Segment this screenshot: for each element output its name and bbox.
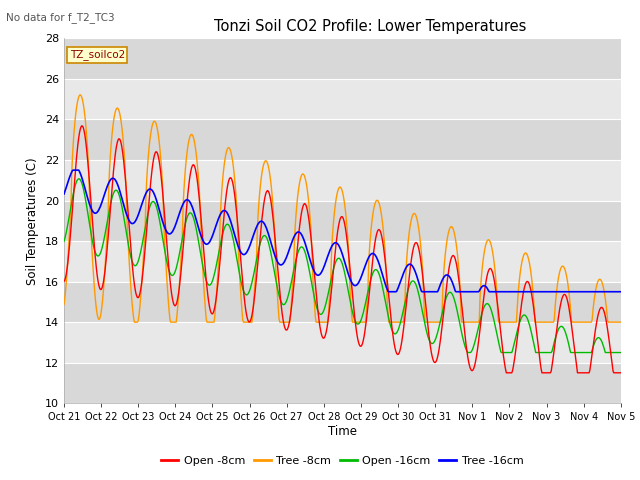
Y-axis label: Soil Temperatures (C): Soil Temperatures (C): [26, 157, 39, 285]
Bar: [64, 79, 621, 120]
Text: TZ_soilco2: TZ_soilco2: [70, 49, 125, 60]
Bar: [64, 160, 621, 201]
Text: No data for f_T2_TC3: No data for f_T2_TC3: [6, 12, 115, 23]
Bar: [64, 282, 621, 322]
Bar: [64, 201, 621, 241]
Bar: [64, 363, 621, 403]
Bar: [64, 322, 621, 363]
Bar: [64, 241, 621, 282]
Legend: Open -8cm, Tree -8cm, Open -16cm, Tree -16cm: Open -8cm, Tree -8cm, Open -16cm, Tree -…: [157, 452, 528, 470]
Bar: [64, 120, 621, 160]
X-axis label: Time: Time: [328, 425, 357, 438]
Bar: [64, 38, 621, 79]
Title: Tonzi Soil CO2 Profile: Lower Temperatures: Tonzi Soil CO2 Profile: Lower Temperatur…: [214, 20, 527, 35]
